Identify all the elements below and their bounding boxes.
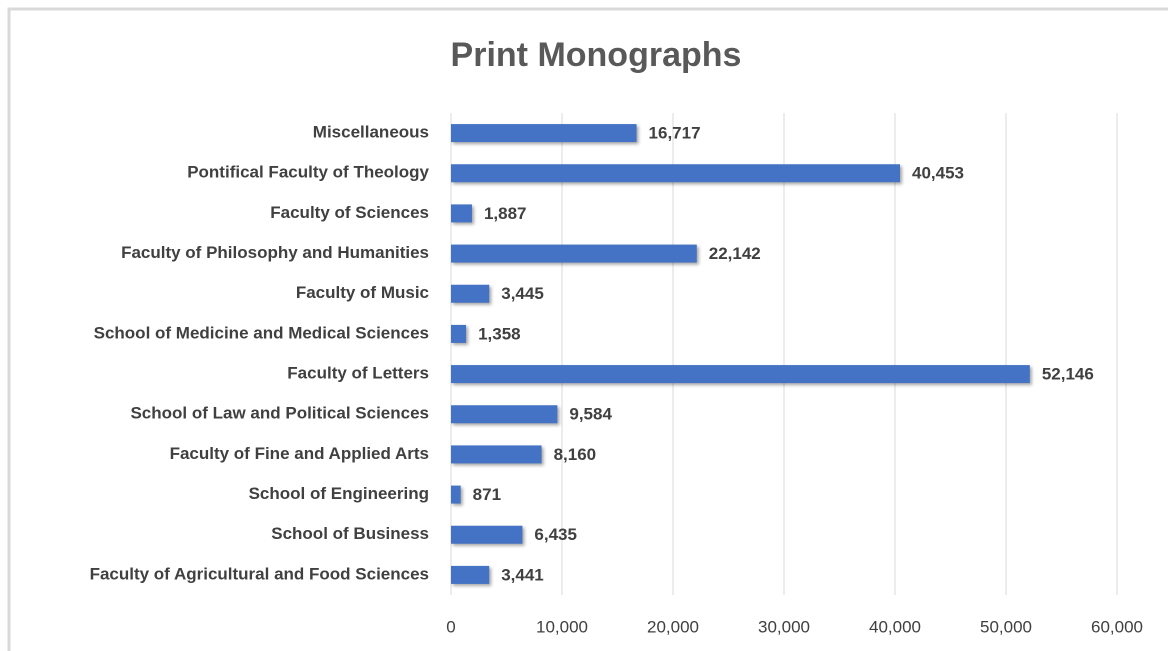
data-label: 16,717 (649, 124, 701, 143)
data-label: 6,435 (534, 525, 577, 544)
y-tick-label: Faculty of Agricultural and Food Science… (90, 564, 429, 583)
bar (451, 445, 542, 464)
y-tick-label: School of Business (271, 524, 429, 543)
x-tick-label: 0 (446, 617, 455, 636)
x-tick-label: 40,000 (869, 617, 921, 636)
chart-frame (7, 7, 1168, 651)
y-tick-label: Faculty of Sciences (270, 203, 429, 222)
y-tick-label: Faculty of Letters (287, 364, 429, 383)
data-label: 1,887 (484, 204, 527, 223)
bar (451, 405, 558, 424)
y-tick-label: School of Medicine and Medical Sciences (94, 323, 429, 342)
data-label: 40,453 (912, 164, 964, 183)
data-label: 8,160 (554, 445, 597, 464)
chart-title: Print Monographs (451, 36, 742, 74)
bar (451, 365, 1030, 384)
bar (451, 204, 472, 223)
x-tick-label: 60,000 (1091, 617, 1143, 636)
data-label: 3,441 (501, 565, 544, 584)
bar (451, 525, 523, 544)
bar (451, 164, 901, 183)
x-tick-label: 30,000 (758, 617, 810, 636)
bar (451, 284, 490, 303)
data-label: 3,445 (501, 284, 544, 303)
y-tick-label: School of Engineering (249, 484, 429, 503)
data-label: 1,358 (478, 324, 521, 343)
y-tick-label: Faculty of Philosophy and Humanities (121, 243, 429, 262)
bar (451, 565, 490, 584)
data-label: 52,146 (1042, 365, 1094, 384)
bar (451, 324, 467, 343)
bar (451, 244, 697, 263)
x-tick-label: 10,000 (536, 617, 588, 636)
y-tick-label: School of Law and Political Sciences (130, 404, 429, 423)
y-tick-label: Miscellaneous (313, 123, 429, 142)
y-tick-label: Faculty of Music (296, 283, 429, 302)
x-tick-label: 20,000 (647, 617, 699, 636)
bar (451, 485, 461, 504)
data-label: 871 (473, 485, 501, 504)
x-tick-label: 50,000 (980, 617, 1032, 636)
y-tick-label: Pontifical Faculty of Theology (187, 163, 429, 182)
bar (451, 124, 637, 143)
y-tick-label: Faculty of Fine and Applied Arts (170, 444, 429, 463)
data-label: 9,584 (569, 405, 612, 424)
data-label: 22,142 (709, 244, 761, 263)
